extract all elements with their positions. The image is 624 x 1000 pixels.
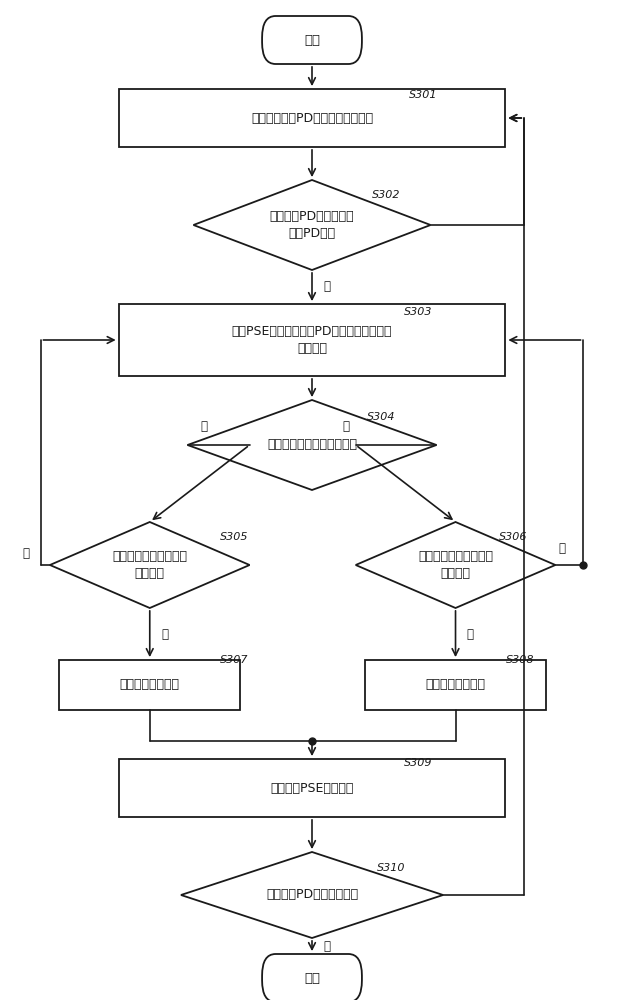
Text: S302: S302 [372, 190, 401, 200]
Text: 关闭功率扩展模块: 关闭功率扩展模块 [120, 678, 180, 692]
Text: 检测PSE控制器在外部PD设备接通供电时的
负载电流: 检测PSE控制器在外部PD设备接通供电时的 负载电流 [232, 325, 392, 355]
Text: 确定外部PD设备是否为
有效PD设备: 确定外部PD设备是否为 有效PD设备 [270, 210, 354, 240]
Text: S305: S305 [220, 532, 248, 542]
Text: 判断负载电流是否小于
第二阈值: 判断负载电流是否小于 第二阈值 [112, 550, 187, 580]
Text: 结束: 结束 [304, 972, 320, 984]
Bar [119, 89, 505, 147]
Text: S310: S310 [377, 863, 406, 873]
Text: 是: 是 [323, 280, 330, 293]
Text: 否: 否 [558, 542, 565, 555]
Text: 是: 是 [467, 628, 474, 640]
Text: 是: 是 [323, 940, 330, 952]
Text: 是: 是 [200, 420, 207, 433]
Text: 判断负载电流是否大于
第一阈值: 判断负载电流是否大于 第一阈值 [418, 550, 493, 580]
Bar [119, 304, 505, 376]
Bar [59, 660, 240, 710]
Text: 检测功率扩展模块是否打开: 检测功率扩展模块是否打开 [267, 438, 357, 452]
Text: 开启功率扩展模块: 开启功率扩展模块 [426, 678, 485, 692]
Text: 判断外部PD设备是否在位: 判断外部PD设备是否在位 [266, 888, 358, 902]
Text: 是: 是 [161, 628, 168, 640]
Text: S301: S301 [409, 90, 437, 100]
Text: S307: S307 [220, 655, 248, 665]
Text: S304: S304 [367, 412, 396, 422]
Text: S303: S303 [404, 307, 433, 317]
Text: 否: 否 [22, 547, 29, 560]
Text: S308: S308 [505, 655, 534, 665]
Text: 进入标准PSE供电时序: 进入标准PSE供电时序 [270, 782, 354, 794]
Text: 否: 否 [343, 420, 349, 433]
Text: S309: S309 [404, 758, 433, 768]
Text: S306: S306 [499, 532, 528, 542]
Bar [365, 660, 546, 710]
Text: 开始: 开始 [304, 33, 320, 46]
Text: 对接入的外部PD设备进行检测分级: 对接入的外部PD设备进行检测分级 [251, 111, 373, 124]
Bar [119, 759, 505, 817]
